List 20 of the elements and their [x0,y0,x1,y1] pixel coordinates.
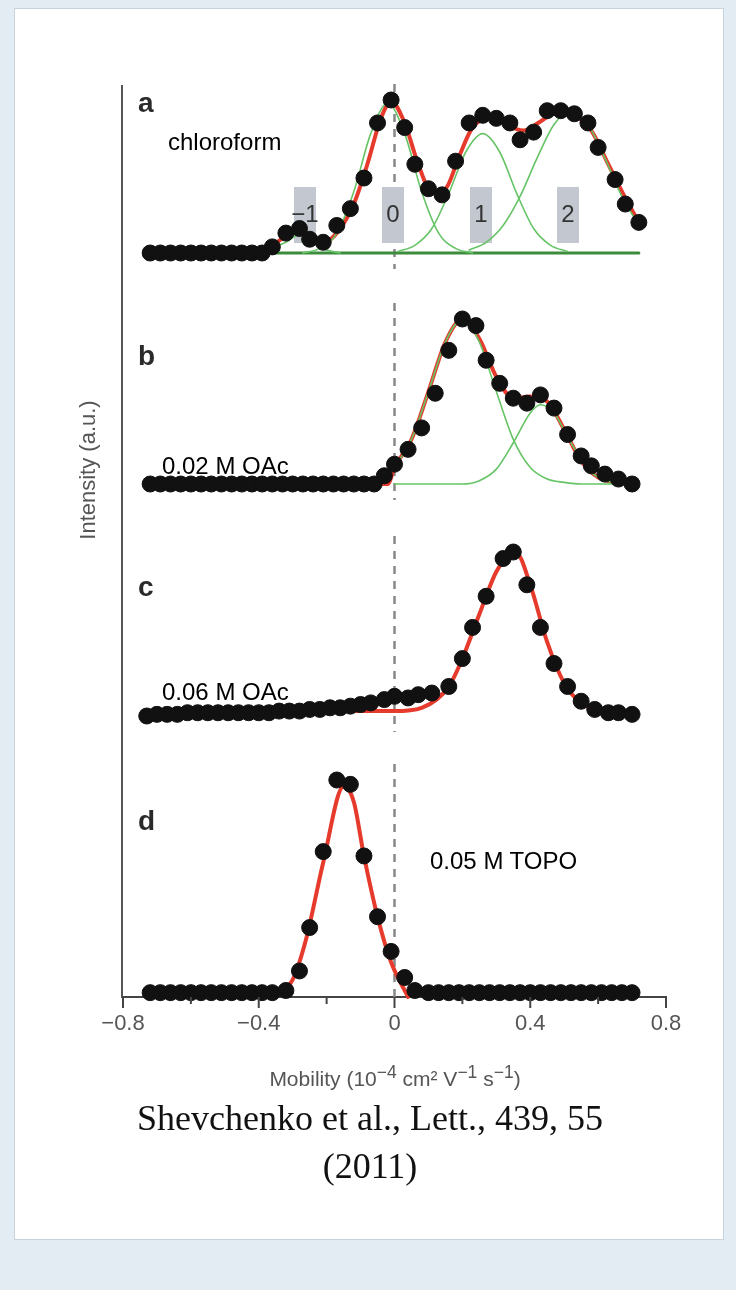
annotation: b [138,339,156,371]
annotation: chloroform [168,127,282,155]
annotation: 0.05 M TOPO [430,846,578,874]
x-tick-label: −0.8 [101,1010,145,1036]
annotation: c [138,570,154,602]
annotation: 0.06 M OAc [162,677,289,705]
y-axis-title: Intensity (a.u.) [75,400,101,540]
x-tick-label: 0 [388,1010,401,1036]
x-tick-label: 0.8 [650,1010,682,1036]
annotation: a [138,86,154,118]
annotation: d [138,804,156,836]
annotation: 1 [474,199,488,227]
x-tick-label: 0.4 [514,1010,546,1036]
text: Shevchenko et al., Lett., 439, 55 (2011) [136,1097,604,1188]
x-axis-title: Mobility (10$^{−4}$ cm² V$^{−1}$ s$^{−1}$) [269,1062,521,1091]
x-tick-label: −0.4 [237,1010,281,1036]
annotation: −1 [291,199,319,227]
annotation: 0 [386,199,400,227]
annotation: 0.02 M OAc [162,451,289,479]
annotation: 2 [561,199,575,227]
